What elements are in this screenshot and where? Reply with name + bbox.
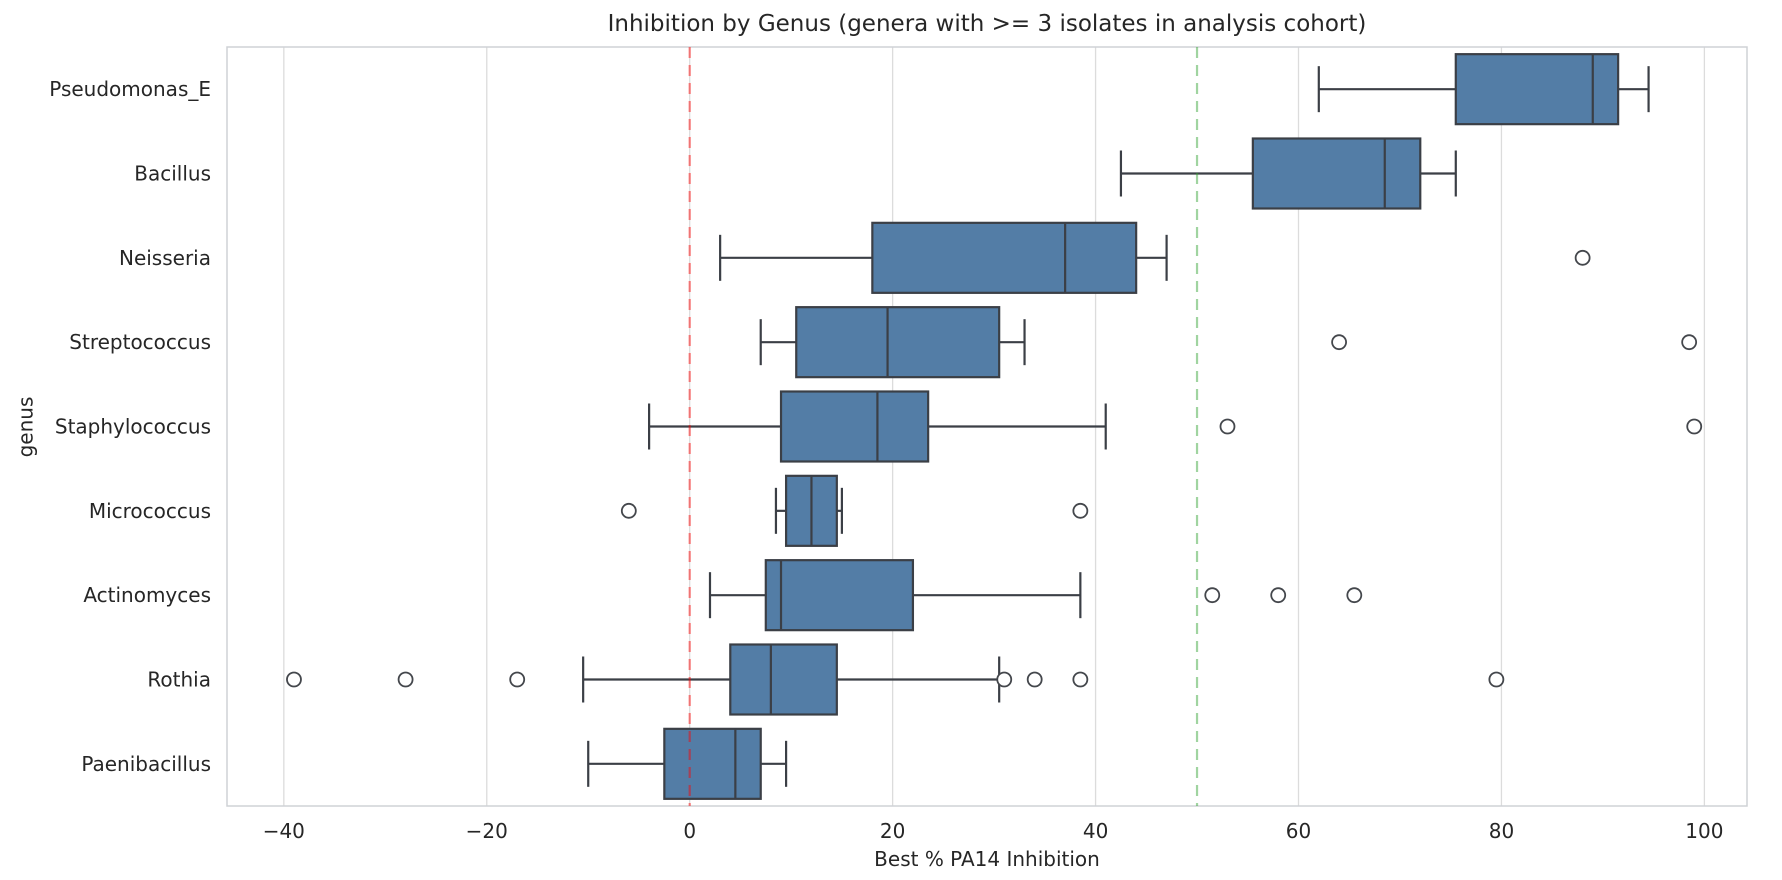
genus-tick-label: Staphylococcus [55, 415, 211, 439]
plot-frame [226, 46, 1748, 807]
outlier-point [1686, 418, 1703, 435]
outlier-point [1072, 671, 1089, 688]
outlier-point [509, 671, 526, 688]
x-tick-label: 0 [683, 819, 696, 843]
outlier-point [1574, 249, 1591, 266]
x-tick-label: −20 [466, 819, 508, 843]
genus-tick-label: Pseudomonas_E [49, 77, 211, 101]
box [663, 727, 762, 800]
x-axis-label: Best % PA14 Inhibition [874, 847, 1100, 871]
x-tick-label: 40 [1083, 819, 1108, 843]
x-tick-label: 80 [1489, 819, 1514, 843]
box [871, 221, 1138, 294]
box [764, 559, 915, 632]
x-tick-label: −40 [263, 819, 305, 843]
box [795, 306, 1001, 379]
x-tick-label: 60 [1286, 819, 1311, 843]
outlier-point [1488, 671, 1505, 688]
box [1251, 137, 1422, 210]
outlier-point [1072, 502, 1089, 519]
outlier-point [1026, 671, 1043, 688]
genus-tick-label: Actinomyces [83, 583, 211, 607]
genus-tick-label: Paenibacillus [81, 752, 211, 776]
genus-tick-label: Neisseria [119, 246, 211, 270]
genus-tick-label: Rothia [147, 668, 211, 692]
genus-tick-label: Streptococcus [69, 330, 211, 354]
chart-title: Inhibition by Genus (genera with >= 3 is… [607, 11, 1367, 37]
x-tick-label: 20 [880, 819, 905, 843]
outlier-point [1219, 418, 1236, 435]
outlier-point [1346, 587, 1363, 604]
outlier-point [1204, 587, 1221, 604]
outlier-point [286, 671, 302, 688]
outlier-point [1331, 334, 1347, 351]
outlier-point [996, 671, 1013, 688]
box [1454, 53, 1620, 126]
box [779, 390, 930, 463]
genus-tick-label: Micrococcus [89, 499, 211, 523]
genus-tick-label: Bacillus [134, 162, 211, 186]
outlier-point [1681, 334, 1698, 351]
outlier-point [397, 671, 414, 688]
outlier-point [620, 502, 637, 519]
x-tick-label: 100 [1685, 819, 1723, 843]
outlier-point [1270, 587, 1287, 604]
box [729, 643, 838, 716]
